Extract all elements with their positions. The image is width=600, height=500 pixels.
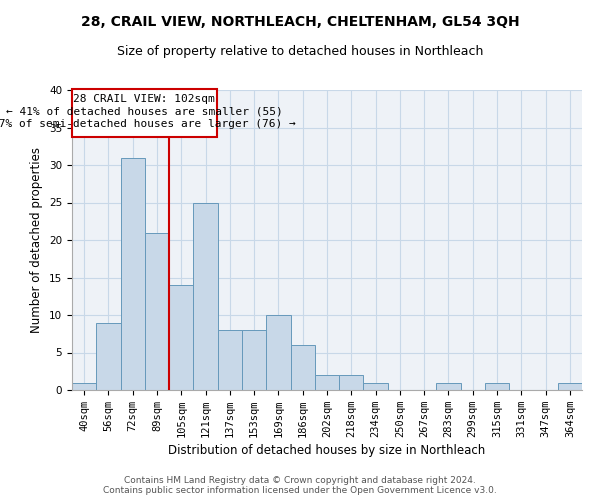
Text: Size of property relative to detached houses in Northleach: Size of property relative to detached ho…: [117, 45, 483, 58]
Text: Contains HM Land Registry data © Crown copyright and database right 2024.
Contai: Contains HM Land Registry data © Crown c…: [103, 476, 497, 495]
Bar: [96, 322, 121, 390]
Bar: [290, 345, 315, 390]
Bar: [436, 382, 461, 390]
Bar: [339, 375, 364, 390]
Bar: [315, 375, 339, 390]
Bar: [266, 315, 290, 390]
Text: 28, CRAIL VIEW, NORTHLEACH, CHELTENHAM, GL54 3QH: 28, CRAIL VIEW, NORTHLEACH, CHELTENHAM, …: [80, 15, 520, 29]
Bar: [121, 158, 145, 390]
Bar: [145, 232, 169, 390]
Bar: [72, 382, 96, 390]
Bar: [169, 285, 193, 390]
Y-axis label: Number of detached properties: Number of detached properties: [31, 147, 43, 333]
Text: 28 CRAIL VIEW: 102sqm: 28 CRAIL VIEW: 102sqm: [73, 94, 215, 104]
Bar: [242, 330, 266, 390]
FancyBboxPatch shape: [72, 88, 217, 136]
Text: ← 41% of detached houses are smaller (55): ← 41% of detached houses are smaller (55…: [6, 106, 283, 117]
Bar: [485, 382, 509, 390]
Bar: [364, 382, 388, 390]
Bar: [193, 202, 218, 390]
Bar: [218, 330, 242, 390]
Text: 57% of semi-detached houses are larger (76) →: 57% of semi-detached houses are larger (…: [0, 119, 296, 129]
Bar: [558, 382, 582, 390]
X-axis label: Distribution of detached houses by size in Northleach: Distribution of detached houses by size …: [169, 444, 485, 457]
